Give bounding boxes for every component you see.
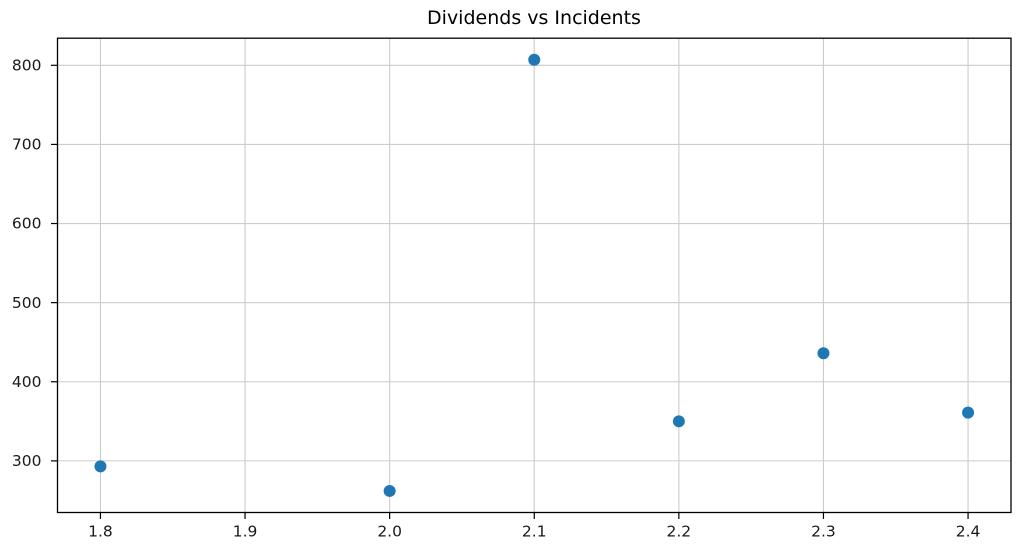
x-tick-label: 2.0 [377,523,402,541]
y-tick-label: 400 [12,373,42,391]
y-tick-label: 300 [12,452,42,470]
data-point [94,460,107,473]
data-point [817,347,830,360]
y-tick-label: 600 [12,215,42,233]
x-tick-label: 2.3 [811,523,836,541]
x-tick-label: 2.2 [667,523,692,541]
x-tick-label: 2.4 [956,523,981,541]
data-point [383,484,396,497]
x-tick-label: 1.9 [233,523,258,541]
chart-title: Dividends vs Incidents [427,7,641,29]
data-point [962,406,975,419]
x-tick-label: 1.8 [88,523,113,541]
data-point [672,415,685,428]
y-tick-label: 700 [12,136,42,154]
data-point [528,53,541,66]
y-tick-label: 500 [12,294,42,312]
y-tick-label: 800 [12,56,42,74]
x-tick-label: 2.1 [522,523,547,541]
